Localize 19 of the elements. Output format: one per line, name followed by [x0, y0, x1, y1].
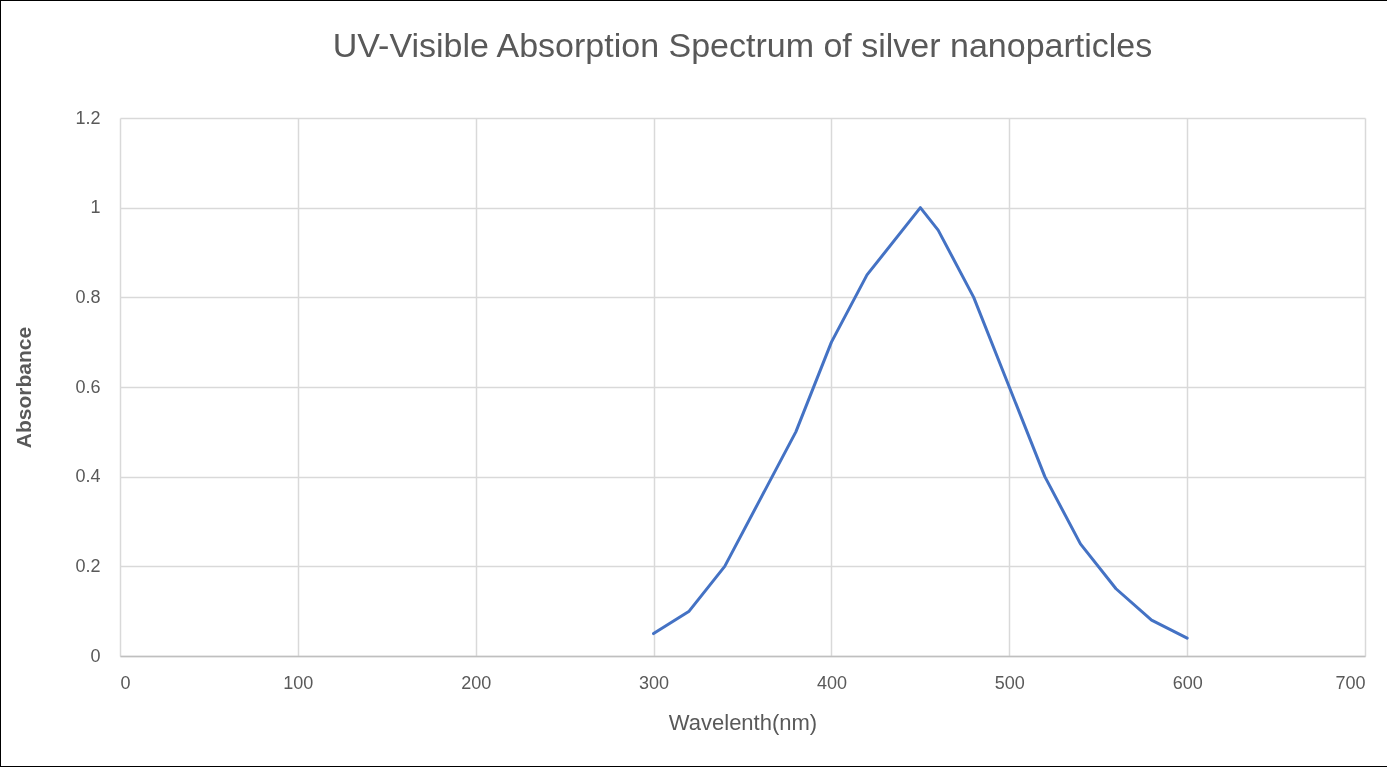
y-tick-label: 1.2 [75, 107, 101, 128]
x-tick-label: 500 [994, 672, 1025, 693]
chart-title: UV-Visible Absorption Spectrum of silver nanoparticles [332, 26, 1153, 64]
x-tick-label: 0 [120, 672, 131, 693]
y-axis-title: Absorbance [12, 326, 36, 449]
y-tick-label: 0.2 [75, 555, 101, 576]
line-series [652, 206, 1189, 640]
x-tick-label: 600 [1172, 672, 1203, 693]
x-tick-label: 300 [639, 672, 670, 693]
x-tick-label: 100 [283, 672, 314, 693]
x-tick-label: 400 [816, 672, 847, 693]
y-tick-label: 0.4 [75, 466, 101, 487]
x-tick-label: 700 [1335, 672, 1366, 693]
y-tick-label: 0.8 [75, 286, 101, 307]
y-tick-label: 0.6 [75, 376, 101, 397]
y-tick-label: 0 [90, 645, 101, 666]
x-axis-title: Wavelenth(nm) [668, 709, 818, 735]
x-tick-label: 200 [461, 672, 492, 693]
y-tick-label: 1 [90, 197, 101, 218]
